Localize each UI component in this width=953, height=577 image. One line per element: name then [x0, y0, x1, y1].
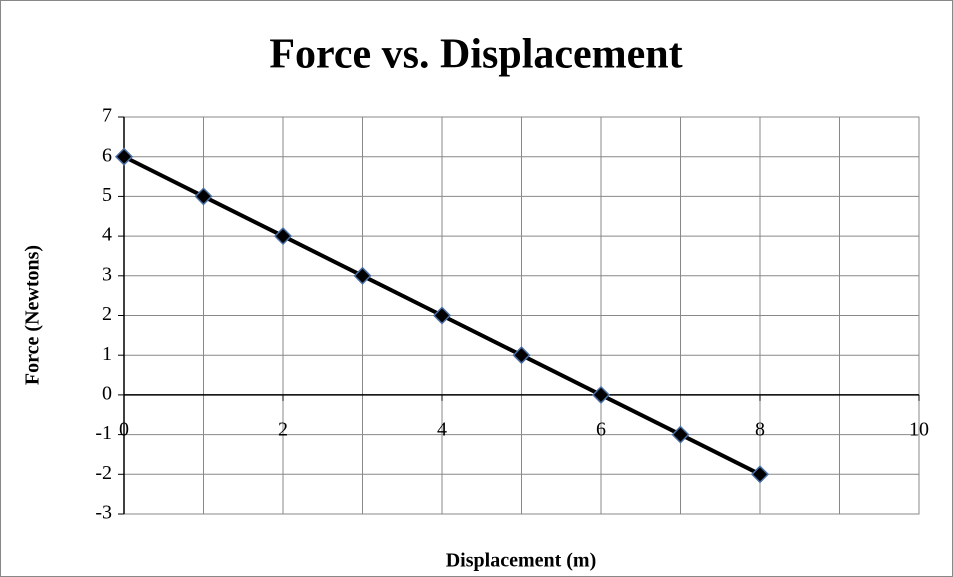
- y-tick-label: 2: [102, 303, 112, 325]
- y-axis-label: Force (Newtons): [22, 245, 44, 385]
- y-tick-label: -3: [95, 502, 112, 524]
- y-tick-label: 1: [102, 343, 112, 365]
- data-point: [591, 385, 611, 404]
- y-tick-label: 3: [102, 263, 112, 285]
- data-point: [114, 147, 134, 166]
- data-point: [353, 266, 372, 285]
- x-tick-label: 2: [278, 418, 288, 440]
- x-tick-label: 8: [755, 418, 765, 440]
- data-point: [194, 187, 213, 206]
- data-point: [750, 465, 770, 484]
- y-tick-label: 5: [102, 184, 112, 206]
- x-axis-label: Displacement (m): [446, 550, 597, 572]
- y-tick-label: 6: [102, 144, 112, 166]
- y-tick-label: -2: [95, 462, 112, 484]
- y-tick-label: 4: [102, 224, 112, 246]
- x-tick-label: 6: [596, 418, 606, 440]
- y-tick-label: 0: [102, 382, 112, 404]
- y-tick-label: -1: [95, 422, 112, 444]
- y-tick-label: 7: [102, 105, 112, 127]
- data-point: [432, 306, 452, 325]
- data-point: [512, 346, 531, 365]
- chart-title: Force vs. Displacement: [269, 32, 682, 78]
- x-tick-label: 4: [437, 418, 447, 440]
- x-tick-label: 10: [909, 418, 929, 440]
- data-point: [273, 227, 293, 246]
- data-point: [671, 425, 690, 444]
